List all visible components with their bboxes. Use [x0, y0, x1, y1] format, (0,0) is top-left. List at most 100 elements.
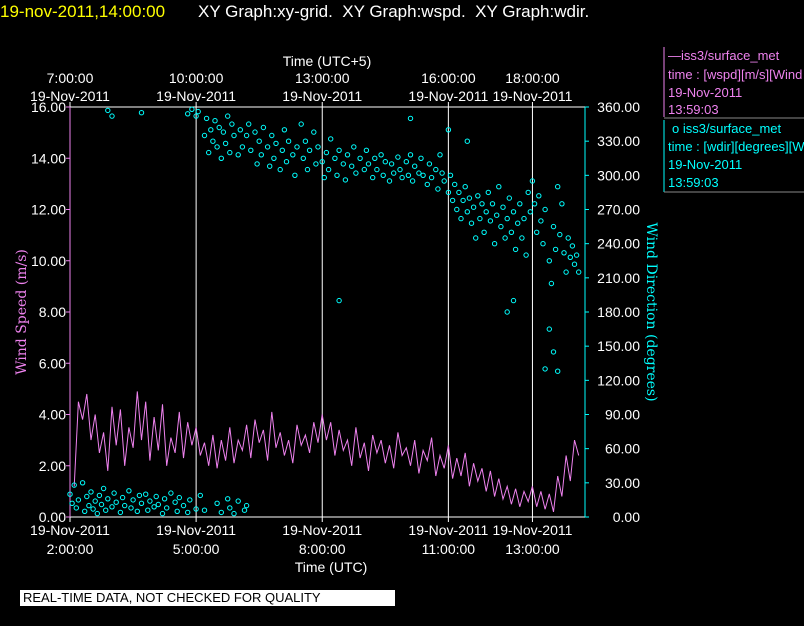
bottom-tick-date-4: 19-Nov-2011 — [492, 522, 572, 538]
wdir-point-136 — [388, 161, 395, 167]
quality-warning-banner: REAL-TIME DATA, NOT CHECKED FOR QUALITY — [20, 590, 395, 606]
legend-wspd-time: 13:59:03 — [668, 102, 719, 117]
wdir-point-199 — [534, 229, 540, 236]
wdir-point-223 — [504, 309, 510, 315]
wdir-point-108 — [311, 129, 317, 135]
wdir-point-190 — [515, 220, 521, 226]
wdir-point-42 — [176, 494, 183, 501]
wdir-point-96 — [279, 147, 285, 154]
top-tick-time-3: 16:00:00 — [421, 70, 476, 86]
wdir-point-182 — [498, 223, 504, 230]
top-tick-time-4: 18:00:00 — [505, 70, 560, 86]
wdir-point-158 — [447, 172, 454, 179]
right-tick-label-6: 180.00 — [597, 304, 640, 320]
left-tick-label-3: 6.00 — [39, 355, 66, 371]
wdir-point-174 — [481, 229, 487, 236]
wdir-point-140 — [399, 174, 405, 181]
wdir-point-88 — [258, 152, 264, 158]
legend-wdir-date: 19-Nov-2011 — [668, 157, 742, 172]
wdir-point-103 — [298, 121, 304, 127]
wdir-point-138 — [395, 154, 401, 160]
right-tick-label-12: 360.00 — [597, 99, 640, 115]
wdir-point-160 — [452, 181, 458, 188]
wdir-point-23 — [122, 502, 128, 509]
wdir-point-131 — [374, 166, 380, 173]
wdir-point-181 — [496, 184, 502, 190]
top-tick-date-4: 19-Nov-2011 — [492, 88, 572, 104]
top-axis-title: Time (UTC+5) — [283, 53, 372, 69]
wdir-point-180 — [494, 212, 500, 218]
left-tick-label-2: 4.00 — [39, 407, 66, 423]
wdir-point-79 — [235, 152, 241, 158]
wdir-point-15 — [100, 485, 107, 492]
wdir-point-120 — [342, 177, 349, 183]
bottom-tick-date-3: 19-Nov-2011 — [408, 522, 488, 538]
top-tick-date-0: 19-Nov-2011 — [30, 88, 110, 104]
legend-wspd-symbol: — — [668, 48, 681, 63]
wdir-point-225 — [546, 326, 552, 332]
wdir-point-9 — [88, 489, 94, 495]
wdir-point-32 — [147, 498, 153, 504]
wdir-point-151 — [428, 174, 435, 181]
wdir-point-27 — [134, 508, 141, 514]
wdir-point-89 — [260, 124, 267, 131]
wdir-point-62 — [193, 113, 199, 119]
wdir-point-55 — [241, 507, 248, 513]
right-tick-label-4: 120.00 — [597, 372, 640, 388]
wdir-point-125 — [357, 155, 363, 162]
wdir-point-16 — [103, 507, 109, 513]
wdir-point-49 — [214, 500, 220, 506]
wdir-point-197 — [529, 178, 536, 184]
wdir-point-187 — [508, 229, 515, 236]
wdir-point-165 — [462, 184, 468, 190]
right-tick-label-5: 150.00 — [597, 338, 640, 354]
wdir-point-91 — [267, 163, 273, 169]
wdir-point-149 — [424, 181, 430, 188]
wdir-series — [67, 106, 582, 517]
legend-wspd-date: 19-Nov-2011 — [668, 85, 742, 100]
right-tick-label-1: 30.00 — [605, 475, 640, 491]
wdir-point-72 — [218, 155, 225, 162]
bottom-axis-title: Time (UTC) — [295, 559, 368, 575]
wdir-point-220 — [407, 115, 414, 122]
wdir-point-222 — [336, 297, 342, 304]
wdir-point-4 — [75, 497, 82, 503]
wdir-point-102 — [294, 144, 300, 150]
wdir-point-18 — [109, 504, 115, 510]
wdir-point-159 — [449, 197, 456, 204]
wdir-point-13 — [96, 492, 103, 499]
wdir-point-137 — [391, 170, 397, 176]
wdir-point-84 — [248, 147, 254, 154]
wdir-point-57 — [105, 107, 111, 114]
right-tick-label-9: 270.00 — [597, 202, 640, 218]
wdir-point-58 — [109, 113, 115, 119]
wdir-point-39 — [168, 490, 174, 496]
wdir-point-224 — [510, 297, 517, 304]
wdir-point-147 — [418, 155, 424, 162]
wdir-point-227 — [542, 366, 548, 372]
wdir-point-19 — [111, 490, 117, 496]
wdir-point-64 — [201, 132, 208, 139]
right-axis-label: Wind Direction (degrees) — [643, 222, 659, 401]
wdir-point-8 — [86, 502, 92, 509]
right-tick-label-2: 60.00 — [605, 441, 640, 457]
top-tick-date-1: 19-Nov-2011 — [156, 88, 236, 104]
wdir-point-161 — [454, 206, 460, 213]
wdir-point-126 — [361, 166, 367, 173]
wdir-point-203 — [542, 206, 548, 213]
wdir-point-121 — [344, 152, 351, 158]
wdir-point-170 — [473, 235, 479, 241]
wdir-point-53 — [231, 510, 237, 517]
wdir-point-59 — [138, 110, 145, 116]
wdir-point-215 — [569, 243, 576, 249]
wdir-point-127 — [363, 147, 370, 154]
wdir-point-123 — [351, 144, 357, 150]
wdir-point-70 — [214, 144, 220, 150]
wdir-point-118 — [336, 147, 342, 154]
wdir-point-175 — [483, 209, 489, 215]
wdir-point-145 — [412, 163, 418, 169]
wdir-point-141 — [403, 159, 409, 165]
left-tick-label-7: 14.00 — [31, 150, 66, 166]
bottom-tick-date-2: 19-Nov-2011 — [282, 522, 362, 538]
wdir-point-164 — [460, 197, 466, 204]
